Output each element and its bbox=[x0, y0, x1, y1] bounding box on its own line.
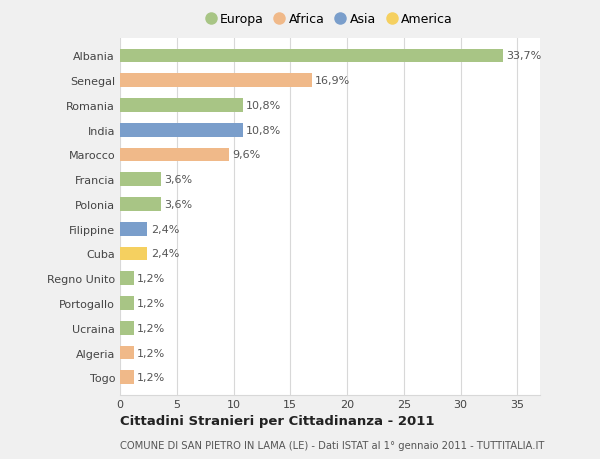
Text: 9,6%: 9,6% bbox=[232, 150, 260, 160]
Bar bbox=[120, 346, 134, 359]
Text: 33,7%: 33,7% bbox=[506, 51, 541, 62]
Bar bbox=[120, 321, 134, 335]
Text: Cittadini Stranieri per Cittadinanza - 2011: Cittadini Stranieri per Cittadinanza - 2… bbox=[120, 414, 434, 427]
Text: 1,2%: 1,2% bbox=[137, 348, 165, 358]
Bar bbox=[120, 198, 161, 211]
Text: 16,9%: 16,9% bbox=[315, 76, 350, 86]
Text: 3,6%: 3,6% bbox=[164, 200, 193, 209]
Bar bbox=[120, 247, 147, 261]
Bar bbox=[120, 99, 242, 112]
Text: 10,8%: 10,8% bbox=[246, 101, 281, 111]
Bar bbox=[120, 371, 134, 384]
Text: 1,2%: 1,2% bbox=[137, 298, 165, 308]
Bar bbox=[120, 148, 229, 162]
Bar bbox=[120, 173, 161, 187]
Text: 1,2%: 1,2% bbox=[137, 323, 165, 333]
Bar bbox=[120, 50, 503, 63]
Bar bbox=[120, 297, 134, 310]
Legend: Europa, Africa, Asia, America: Europa, Africa, Asia, America bbox=[203, 10, 457, 30]
Text: 1,2%: 1,2% bbox=[137, 274, 165, 284]
Bar bbox=[120, 223, 147, 236]
Text: 1,2%: 1,2% bbox=[137, 372, 165, 382]
Text: 2,4%: 2,4% bbox=[151, 224, 179, 234]
Text: 2,4%: 2,4% bbox=[151, 249, 179, 259]
Text: 3,6%: 3,6% bbox=[164, 175, 193, 185]
Text: COMUNE DI SAN PIETRO IN LAMA (LE) - Dati ISTAT al 1° gennaio 2011 - TUTTITALIA.I: COMUNE DI SAN PIETRO IN LAMA (LE) - Dati… bbox=[120, 440, 544, 450]
Text: 10,8%: 10,8% bbox=[246, 125, 281, 135]
Bar bbox=[120, 123, 242, 137]
Bar bbox=[120, 74, 312, 88]
Bar bbox=[120, 272, 134, 285]
